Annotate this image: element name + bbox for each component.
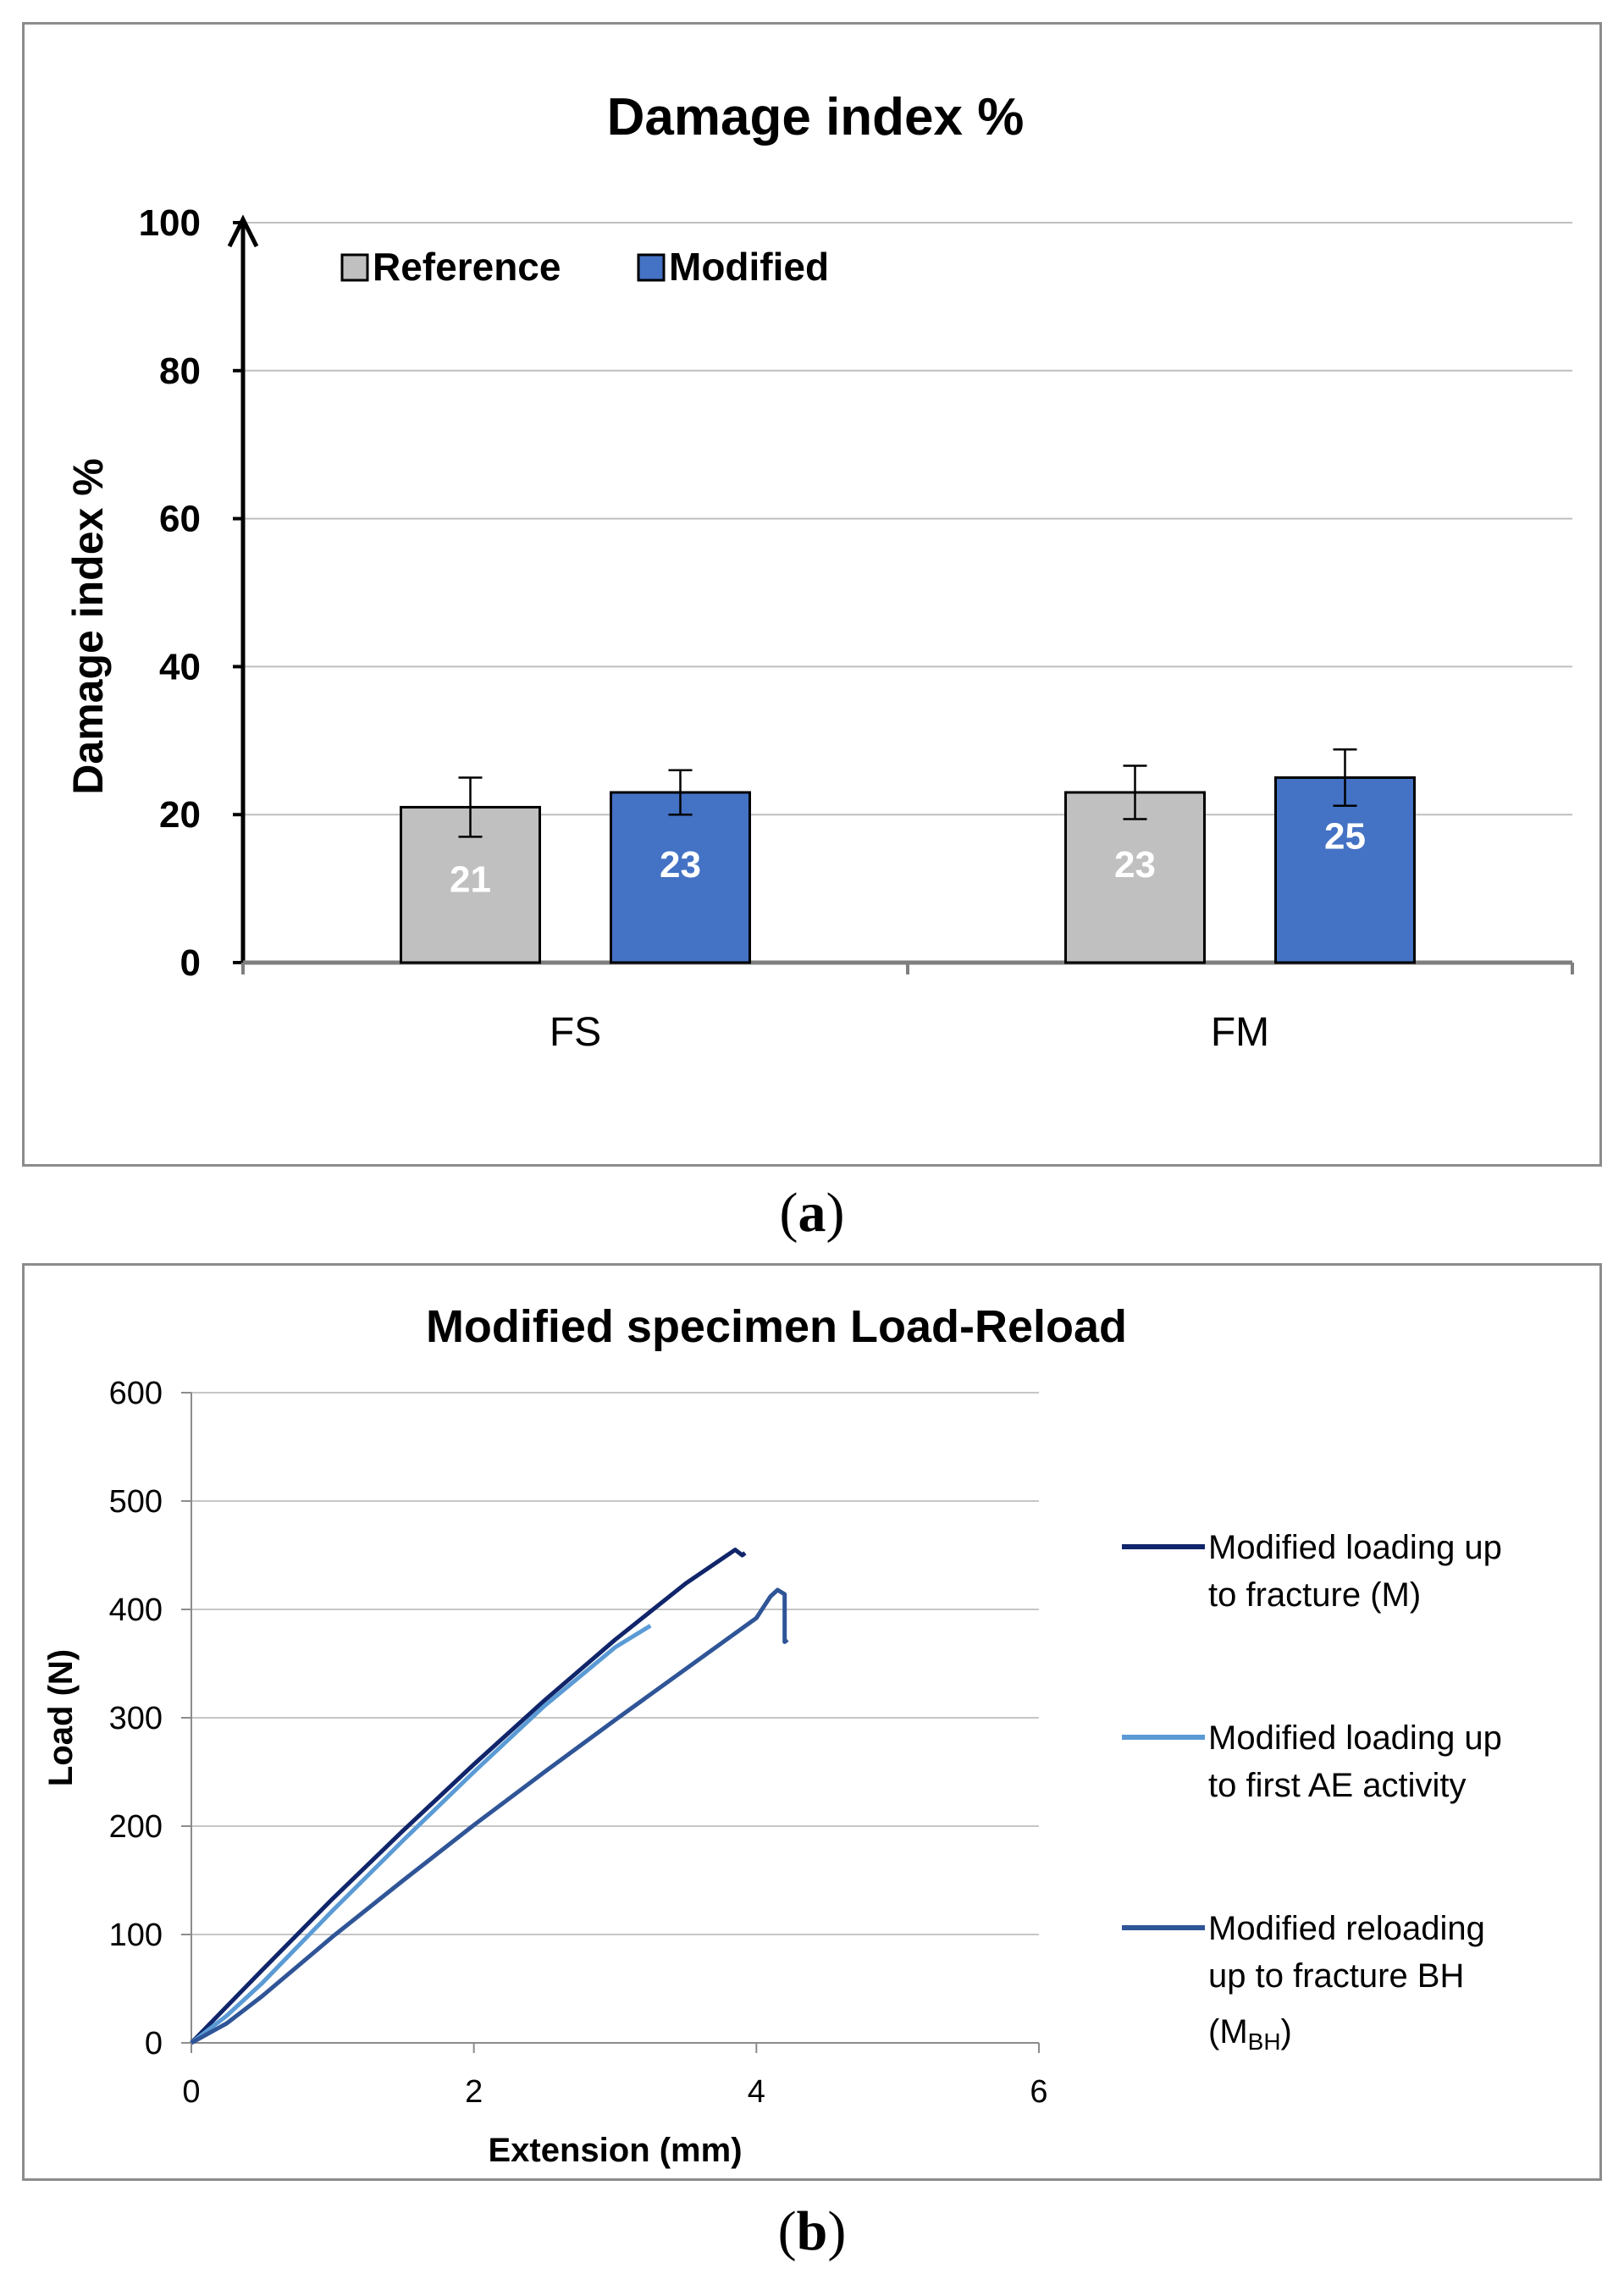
- y-tick-label-5: 100: [139, 202, 201, 244]
- series-line-1: [190, 1624, 652, 2045]
- legend-label-modified: Modified: [669, 245, 829, 289]
- caption-b-close: ): [827, 2200, 847, 2262]
- caption-a-letter: a: [798, 1182, 826, 1244]
- data-label-modified-fm: 25: [1324, 816, 1366, 858]
- y-axis-label: Damage index %: [64, 458, 112, 794]
- caption-b-open: (: [777, 2200, 797, 2262]
- category-label-fm: FM: [1211, 1010, 1269, 1055]
- y-tick-label-3: 60: [159, 499, 201, 540]
- y-tick-label-6: 600: [109, 1376, 163, 1411]
- caption-b: (b): [0, 2199, 1624, 2264]
- legend-text-2-2: (MBH): [1208, 2013, 1292, 2055]
- y-tick-label-2: 200: [109, 1809, 163, 1845]
- line-chart-svg: Modified specimen Load-Reload 0 100 200 300 4…: [42, 1301, 1502, 2169]
- y-tick-label-3: 300: [109, 1701, 163, 1736]
- x-tick-label-3: 6: [1030, 2074, 1047, 2110]
- y-axis-label: Load (N): [42, 1649, 80, 1786]
- bar-modified-fs: [610, 791, 751, 964]
- chart-title: Modified specimen Load-Reload: [426, 1301, 1127, 1352]
- y-tick-label-1: 100: [109, 1918, 163, 1953]
- legend-text-1-1: to first AE activity: [1208, 1767, 1467, 1804]
- chart-panel-b: Modified specimen Load-Reload 0 100 200 300 4…: [22, 1263, 1602, 2181]
- legend-text-2-0: Modified reloading: [1208, 1910, 1485, 1947]
- legend-sub-main: (M: [1208, 2013, 1248, 2050]
- legend-text-0-0: Modified loading up: [1208, 1529, 1502, 1566]
- data-label-modified-fs: 23: [660, 844, 701, 886]
- category-label-fs: FS: [550, 1010, 601, 1055]
- data-label-reference-fs: 21: [450, 858, 491, 900]
- legend-text-0-1: to fracture (M): [1208, 1576, 1421, 1614]
- x-tick-label-2: 4: [748, 2074, 765, 2110]
- legend-sub-close: ): [1281, 2013, 1292, 2050]
- legend-subscript: BH: [1248, 2028, 1281, 2055]
- caption-b-letter: b: [796, 2200, 828, 2262]
- legend-text-2-1: up to fracture BH: [1208, 1957, 1464, 1995]
- series-line-2: [190, 1587, 789, 2045]
- data-label-reference-fm: 23: [1114, 844, 1156, 886]
- bar-chart-svg: Damage index % 0 20 40 60 80 100 Damage index %…: [64, 88, 1574, 1055]
- y-tick-label-2: 40: [159, 646, 201, 687]
- x-tick-label-1: 2: [465, 2074, 483, 2110]
- y-axis-arrow: [227, 214, 259, 248]
- y-tick-label-1: 20: [159, 794, 201, 836]
- caption-a-open: (: [779, 1182, 798, 1244]
- series-line-0: [190, 1548, 747, 2045]
- caption-a-close: ): [826, 1182, 845, 1244]
- caption-a: (a): [0, 1181, 1624, 1245]
- bar-modified-fm: [1274, 776, 1416, 964]
- legend-label-reference: Reference: [373, 245, 561, 289]
- chart-title: Damage index %: [607, 88, 1025, 146]
- legend-swatch-modified: [637, 253, 666, 282]
- x-axis-label: Extension (mm): [488, 2132, 742, 2169]
- legend-text-1-0: Modified loading up: [1208, 1719, 1502, 1757]
- y-tick-label-0: 0: [180, 942, 201, 984]
- legend-swatch-reference: [340, 253, 369, 282]
- y-tick-label-4: 80: [159, 350, 201, 392]
- x-tick-label-0: 0: [182, 2074, 200, 2110]
- y-tick-label-4: 400: [109, 1592, 163, 1628]
- chart-panel-a: Damage index % 0 20 40 60 80 100 Damage index %…: [22, 22, 1602, 1167]
- y-tick-label-0: 0: [145, 2026, 163, 2061]
- bar-reference-fm: [1064, 791, 1206, 964]
- y-tick-label-5: 500: [109, 1484, 163, 1520]
